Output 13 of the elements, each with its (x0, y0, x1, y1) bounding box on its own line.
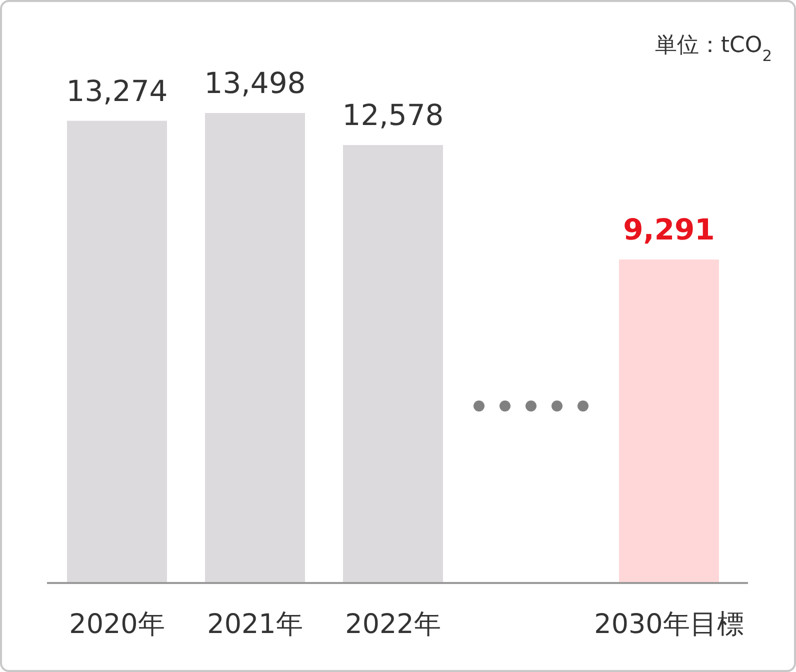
bar (343, 145, 443, 583)
data-label: 13,498 (204, 66, 306, 100)
x-tick-label: 2022年 (345, 609, 441, 640)
data-label: 9,291 (623, 212, 715, 246)
text: 単位：tCO$_{2}$ (654, 33, 772, 65)
data-label: 12,578 (342, 98, 444, 132)
bar (205, 113, 305, 583)
x-tick-label: 2030年目標 (594, 609, 744, 640)
bar (67, 120, 167, 583)
bar (619, 259, 719, 583)
x-tick-label: 2020年 (69, 609, 165, 640)
x-tick-label: 2021年 (207, 609, 303, 640)
data-label: 13,274 (66, 74, 168, 108)
